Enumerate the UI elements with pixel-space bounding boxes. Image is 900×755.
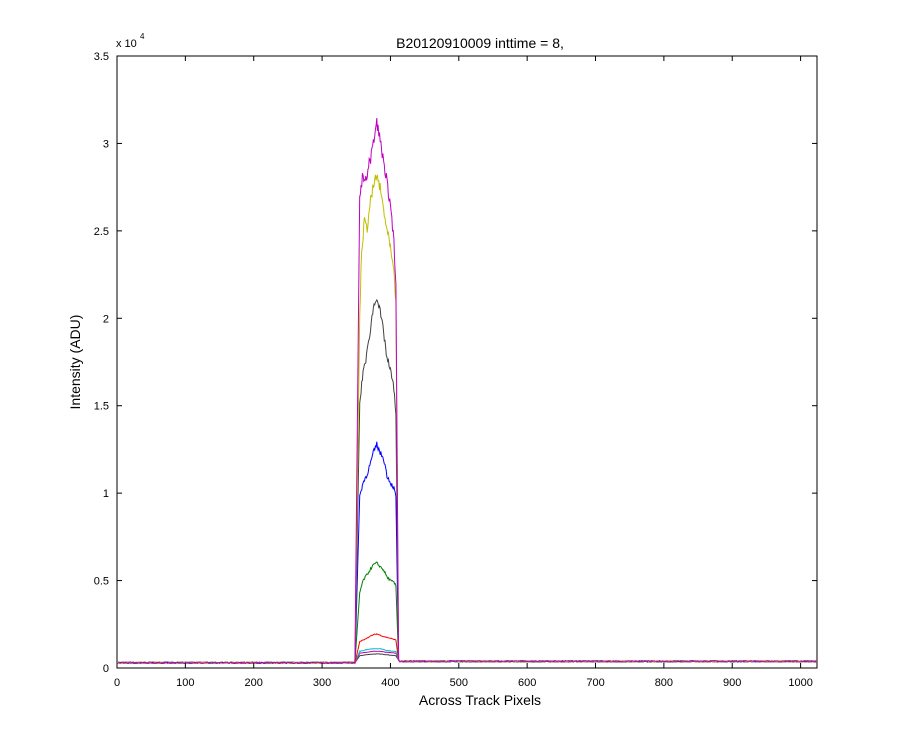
- y-axis-multiplier: x 10: [116, 38, 137, 50]
- y-tick-label: 2: [103, 313, 109, 325]
- series-line: [116, 117, 818, 665]
- x-axis-label: Across Track Pixels: [419, 692, 541, 708]
- x-tick-label: 200: [245, 677, 263, 689]
- x-tick-label: 800: [655, 677, 673, 689]
- y-tick-label: 3.5: [94, 51, 109, 63]
- tick-layer: 0 100 200 300 400 500 600 700 800 900 1000 0 0.5 1 1.5…: [94, 51, 817, 689]
- chart-title: B20120910009 inttime = 8,: [396, 35, 564, 51]
- x-tick-label: 300: [313, 677, 331, 689]
- y-tick-label: 0: [103, 663, 109, 675]
- y-axis-label: Intensity (ADU): [67, 315, 83, 410]
- y-axis-multiplier-exponent: 4: [140, 32, 145, 41]
- x-tick-label: 900: [723, 677, 741, 689]
- x-tick-label: 100: [176, 677, 194, 689]
- plot-area-frame: [116, 55, 818, 669]
- x-tick-label: 1000: [788, 677, 812, 689]
- y-tick-label: 1: [103, 488, 109, 500]
- y-tick-label: 0.5: [94, 576, 109, 588]
- y-tick-label: 1.5: [94, 401, 109, 413]
- y-tick-label: 3: [103, 138, 109, 150]
- x-tick-label: 0: [114, 677, 120, 689]
- y-tick-label: 2.5: [94, 226, 109, 238]
- x-tick-label: 400: [381, 677, 399, 689]
- series-layer: [116, 117, 818, 665]
- x-tick-label: 700: [586, 677, 604, 689]
- x-tick-label: 500: [450, 677, 468, 689]
- x-tick-label: 600: [518, 677, 536, 689]
